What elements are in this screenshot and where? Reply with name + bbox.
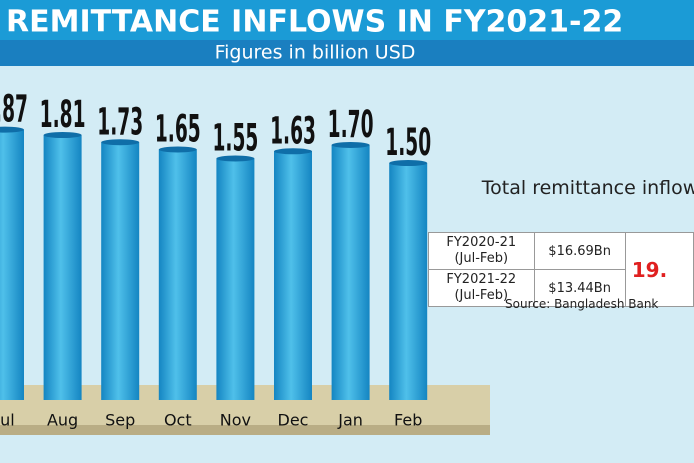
- x-tick-label: Feb: [394, 411, 422, 430]
- amount: $16.69Bn: [533, 232, 626, 270]
- value-label: 1.81: [40, 93, 86, 136]
- value-label: 1.55: [212, 116, 258, 159]
- x-tick-label: Aug: [47, 411, 78, 430]
- summary-title: Total remittance inflows: [481, 177, 694, 199]
- value-label: 1.50: [385, 121, 431, 164]
- period: FY2020-21 (Jul-Feb): [428, 232, 535, 270]
- value-label: 1.73: [97, 100, 143, 143]
- x-tick-label: Dec: [278, 411, 309, 430]
- value-label: 1.63: [270, 109, 316, 152]
- bar: [43, 135, 82, 400]
- bar-cap: [274, 148, 312, 155]
- x-tick-label: Oct: [164, 411, 192, 430]
- value-label: 1.65: [155, 107, 201, 150]
- bar: [0, 129, 24, 401]
- bar-cap: [158, 146, 197, 153]
- bar: [101, 142, 140, 400]
- source: Source: Bangladesh Bank: [505, 297, 659, 311]
- chart-title: REMITTANCE INFLOWS IN FY2021-22: [6, 5, 623, 40]
- bar-cap: [101, 139, 140, 146]
- value-label: 1.87: [0, 87, 28, 130]
- chart-subtitle: Figures in billion USD: [215, 42, 416, 64]
- x-tick-label: Jan: [337, 411, 363, 430]
- value-label: 1.70: [328, 103, 374, 146]
- subtitle-band: [0, 40, 694, 66]
- base-edge: [0, 425, 490, 435]
- x-tick-label: Sep: [105, 411, 135, 430]
- bar-cap: [0, 126, 24, 133]
- bar-cap: [389, 160, 428, 167]
- bar-cap: [216, 155, 255, 162]
- bar: [331, 144, 370, 400]
- x-tick-label: Jul: [0, 411, 15, 430]
- bar: [274, 151, 312, 400]
- bar-cap: [331, 141, 370, 148]
- period: FY2021-22 (Jul-Feb): [428, 269, 535, 307]
- bar-cap: [43, 132, 82, 139]
- summary-table: FY2020-21 (Jul-Feb) $16.69Bn 19. FY2021-…: [428, 232, 694, 307]
- change: 19.: [624, 232, 694, 307]
- amount: $13.44Bn: [533, 269, 626, 307]
- x-tick-label: Nov: [220, 411, 251, 430]
- bar: [158, 149, 197, 400]
- title-band: [0, 0, 694, 40]
- bar: [216, 158, 255, 400]
- bar: [389, 163, 428, 400]
